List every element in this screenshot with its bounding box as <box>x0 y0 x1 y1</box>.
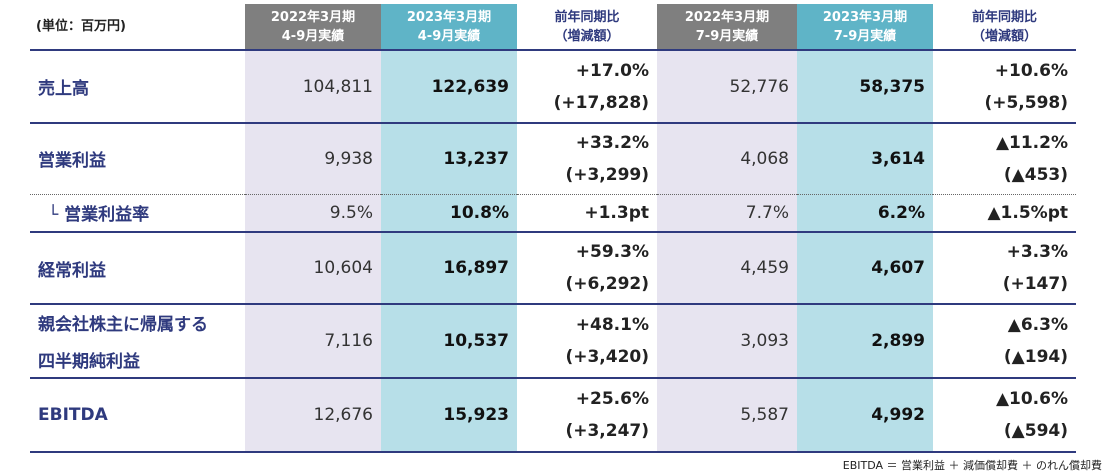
yoy-q2-cell: +3.3% (+147) <box>933 232 1076 305</box>
yoy-h1-cell: +25.6% (+3,247) <box>517 378 657 453</box>
yoy-h1-cell: +17.0% (+17,828) <box>517 49 657 124</box>
prev-h1-value: 9,938 <box>245 123 381 195</box>
yoy-h1-cell: +1.3pt <box>517 194 657 233</box>
prev-h1-value: 7,116 <box>245 304 381 379</box>
row-ordinary-profit: 経常利益 10,604 16,897 +59.3% (+6,292) 4,459 … <box>30 232 1076 305</box>
yoy-q2-cell: ▲10.6% (▲594) <box>933 378 1076 453</box>
header-row: (単位：百万円) 2022年3月期 4-9月実績 2023年3月期 4-9月実績 前… <box>30 4 1076 50</box>
cur-h1-value: 122,639 <box>381 49 517 124</box>
cur-q2-value: 2,899 <box>797 304 933 379</box>
header-yoy-h1: 前年同期比 （増減額） <box>517 4 657 50</box>
footnote: EBITDA ＝ 営業利益 ＋ 減価償却費 ＋ のれん償却費 <box>842 459 1102 472</box>
row-label: 営業利益 <box>30 123 245 195</box>
cur-h1-value: 10,537 <box>381 304 517 379</box>
yoy-h1-cell: +48.1% (+3,420) <box>517 304 657 379</box>
row-ebitda: EBITDA 12,676 15,923 +25.6% (+3,247) 5,58… <box>30 378 1076 453</box>
cur-h1-value: 13,237 <box>381 123 517 195</box>
yoy-q2-cell: ▲1.5%pt <box>933 194 1076 233</box>
header-prev-q2: 2022年3月期 7-9月実績 <box>657 4 797 50</box>
yoy-h1-cell: +33.2% (+3,299) <box>517 123 657 195</box>
yoy-q2-cell: ▲6.3% (▲194) <box>933 304 1076 379</box>
yoy-h1-cell: +59.3% (+6,292) <box>517 232 657 305</box>
row-label: 親会社株主に帰属する 四半期純利益 <box>30 304 245 379</box>
row-label: EBITDA <box>30 378 245 453</box>
cur-h1-value: 15,923 <box>381 378 517 453</box>
prev-q2-value: 4,068 <box>657 123 797 195</box>
prev-q2-value: 4,459 <box>657 232 797 305</box>
header-cur-q2: 2023年3月期 7-9月実績 <box>797 4 933 50</box>
row-label: 経常利益 <box>30 232 245 305</box>
cur-q2-value: 58,375 <box>797 49 933 124</box>
cur-q2-value: 4,992 <box>797 378 933 453</box>
row-net-sales: 売上高 104,811 122,639 +17.0% (+17,828) 52,7… <box>30 49 1076 124</box>
row-label: 売上高 <box>30 49 245 124</box>
yoy-q2-cell: ▲11.2% (▲453) <box>933 123 1076 195</box>
financial-results-table: (単位：百万円) 2022年3月期 4-9月実績 2023年3月期 4-9月実績 前… <box>30 4 1076 453</box>
row-operating-profit: 営業利益 9,938 13,237 +33.2% (+3,299) 4,068 3… <box>30 123 1076 195</box>
row-net-income: 親会社株主に帰属する 四半期純利益 7,116 10,537 +48.1% (+3,… <box>30 304 1076 379</box>
prev-q2-value: 7.7% <box>657 194 797 233</box>
cur-q2-value: 4,607 <box>797 232 933 305</box>
prev-q2-value: 3,093 <box>657 304 797 379</box>
yoy-q2-cell: +10.6% (+5,598) <box>933 49 1076 124</box>
prev-q2-value: 5,587 <box>657 378 797 453</box>
header-prev-h1: 2022年3月期 4-9月実績 <box>245 4 381 50</box>
cur-h1-value: 16,897 <box>381 232 517 305</box>
row-label: └ 営業利益率 <box>30 194 245 233</box>
prev-h1-value: 104,811 <box>245 49 381 124</box>
row-operating-margin: └ 営業利益率 9.5% 10.8% +1.3pt 7.7% 6.2% ▲1.5… <box>30 194 1076 233</box>
prev-h1-value: 12,676 <box>245 378 381 453</box>
prev-q2-value: 52,776 <box>657 49 797 124</box>
cur-h1-value: 10.8% <box>381 194 517 233</box>
cur-q2-value: 3,614 <box>797 123 933 195</box>
header-yoy-q2: 前年同期比 （増減額） <box>933 4 1076 50</box>
prev-h1-value: 9.5% <box>245 194 381 233</box>
unit-label: (単位：百万円) <box>30 4 245 50</box>
cur-q2-value: 6.2% <box>797 194 933 233</box>
header-cur-h1: 2023年3月期 4-9月実績 <box>381 4 517 50</box>
prev-h1-value: 10,604 <box>245 232 381 305</box>
